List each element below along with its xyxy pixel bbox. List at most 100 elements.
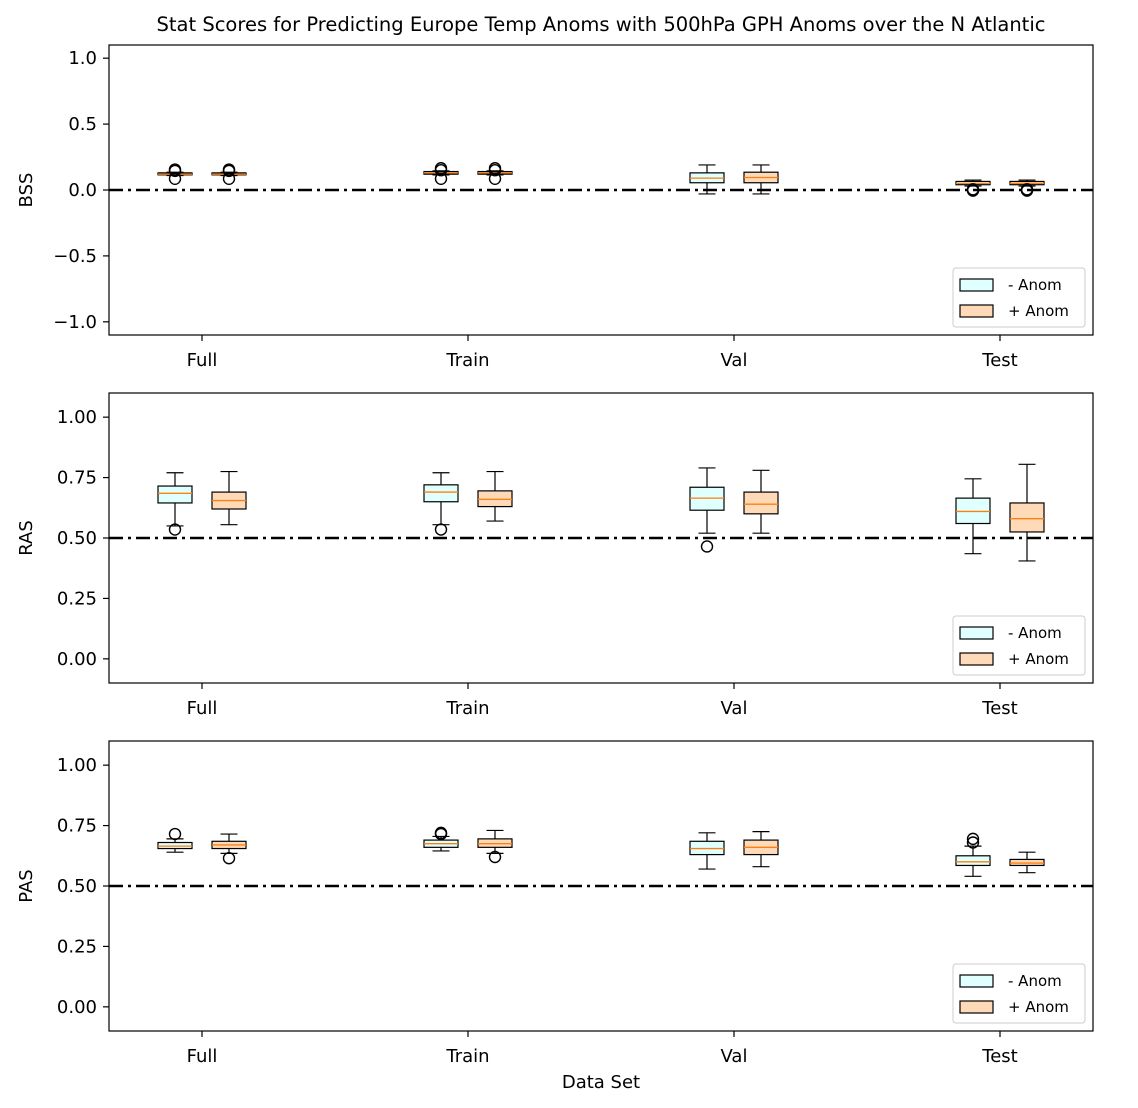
- y-tick-label: 0.25: [57, 588, 97, 609]
- legend-label: - Anom: [1008, 276, 1062, 294]
- box-train: [477, 470, 513, 522]
- outlier-point: [966, 836, 980, 849]
- box-train: [477, 829, 513, 864]
- box-train: [477, 162, 513, 185]
- outlier-point: [1020, 183, 1034, 196]
- x-axis-label: Data Set: [562, 1072, 640, 1093]
- chart-title: Stat Scores for Predicting Europe Temp A…: [157, 13, 1046, 36]
- y-tick-label: −1.0: [53, 312, 97, 333]
- box-test: [1009, 179, 1045, 197]
- outlier-point: [168, 523, 182, 536]
- box-val: [689, 467, 725, 553]
- x-tick-label: Test: [981, 698, 1017, 719]
- legend-swatch: [959, 304, 994, 318]
- y-tick-label: 1.00: [57, 755, 97, 776]
- box-train: [423, 162, 459, 185]
- legend: - Anom + Anom: [952, 963, 1086, 1024]
- legend-swatch: [959, 1000, 994, 1014]
- series-neg-anom: [157, 162, 991, 197]
- outlier-point: [222, 164, 236, 178]
- panels: −1.0 −0.5 0.0 0.5 1.0 Full Train Val Test BSS - An…: [16, 44, 1094, 1067]
- box-train: [423, 826, 459, 852]
- x-tick-label: Full: [187, 698, 218, 719]
- legend-label: + Anom: [1008, 650, 1069, 668]
- y-tick-label: 0.75: [57, 816, 97, 837]
- y-tick-label: 0.50: [57, 528, 97, 549]
- legend-swatch: [959, 278, 994, 292]
- outlier-point: [434, 164, 448, 177]
- y-tick-label: 0.75: [57, 468, 97, 489]
- x-tick-label: Val: [721, 1046, 748, 1067]
- panel-ras: 0.00 0.25 0.50 0.75 1.00 Full Train Val Test RAS -…: [16, 392, 1094, 719]
- y-axis-label: BSS: [16, 173, 37, 208]
- box-val: [743, 831, 779, 868]
- x-tick-label: Test: [981, 1046, 1017, 1067]
- y-axis-label: RAS: [16, 520, 37, 556]
- outlier-point: [434, 826, 448, 840]
- x-tick-label: Full: [187, 350, 218, 371]
- box-val: [743, 469, 779, 534]
- outlier-point: [222, 172, 236, 185]
- box-full: [157, 827, 193, 853]
- box-test: [1009, 463, 1045, 562]
- y-tick-label: −0.5: [53, 246, 97, 267]
- legend-swatch: [959, 974, 994, 988]
- y-tick-label: 1.0: [68, 48, 97, 69]
- box-test: [955, 478, 991, 555]
- series-neg-anom: [157, 826, 991, 877]
- x-tick-label: Val: [721, 698, 748, 719]
- box-val: [689, 832, 725, 870]
- box-full: [211, 470, 247, 526]
- y-tick-label: 0.5: [68, 114, 97, 135]
- box-test: [955, 832, 991, 877]
- y-tick-label: 0.0: [68, 180, 97, 201]
- legend: - Anom + Anom: [952, 267, 1086, 328]
- outlier-point: [488, 164, 502, 177]
- y-tick-label: 0.00: [57, 997, 97, 1018]
- x-tick-label: Train: [445, 1046, 489, 1067]
- outlier-point: [434, 523, 448, 536]
- outlier-point: [966, 183, 980, 196]
- box-val: [689, 164, 725, 195]
- x-tick-label: Train: [445, 350, 489, 371]
- box-full: [211, 163, 247, 185]
- outlier-point: [168, 827, 182, 841]
- series-neg-anom: [157, 467, 991, 555]
- series-pos-anom: [211, 463, 1045, 562]
- box-train: [423, 472, 459, 536]
- outlier-point: [168, 172, 182, 185]
- outlier-point: [966, 832, 980, 846]
- outlier-point: [488, 850, 502, 864]
- box-test: [955, 179, 991, 197]
- legend-label: - Anom: [1008, 624, 1062, 642]
- outlier-point: [168, 164, 182, 178]
- x-tick-label: Train: [445, 698, 489, 719]
- box-body: [743, 491, 779, 515]
- y-tick-label: 0.25: [57, 936, 97, 957]
- legend-label: + Anom: [1008, 302, 1069, 320]
- box-body: [1009, 502, 1045, 533]
- series-pos-anom: [211, 162, 1045, 197]
- legend-swatch: [959, 652, 994, 666]
- legend-label: + Anom: [1008, 998, 1069, 1016]
- box-body: [423, 484, 459, 503]
- panel-pas: 0.00 0.25 0.50 0.75 1.00 Full Train Val Test PAS -…: [16, 740, 1094, 1067]
- outlier-point: [700, 540, 714, 553]
- box-full: [157, 472, 193, 536]
- y-tick-label: 0.00: [57, 649, 97, 670]
- y-axis-label: PAS: [16, 869, 37, 902]
- series-pos-anom: [211, 829, 1045, 874]
- x-tick-label: Full: [187, 1046, 218, 1067]
- box-body: [955, 855, 991, 867]
- legend-label: - Anom: [1008, 972, 1062, 990]
- x-tick-label: Val: [721, 350, 748, 371]
- panel-bss: −1.0 −0.5 0.0 0.5 1.0 Full Train Val Test BSS - An…: [16, 44, 1094, 371]
- legend: - Anom + Anom: [952, 615, 1086, 676]
- y-tick-label: 1.00: [57, 407, 97, 428]
- box-val: [743, 164, 779, 195]
- box-full: [211, 833, 247, 865]
- x-tick-label: Test: [981, 350, 1017, 371]
- outlier-point: [222, 852, 236, 865]
- box-full: [157, 163, 193, 185]
